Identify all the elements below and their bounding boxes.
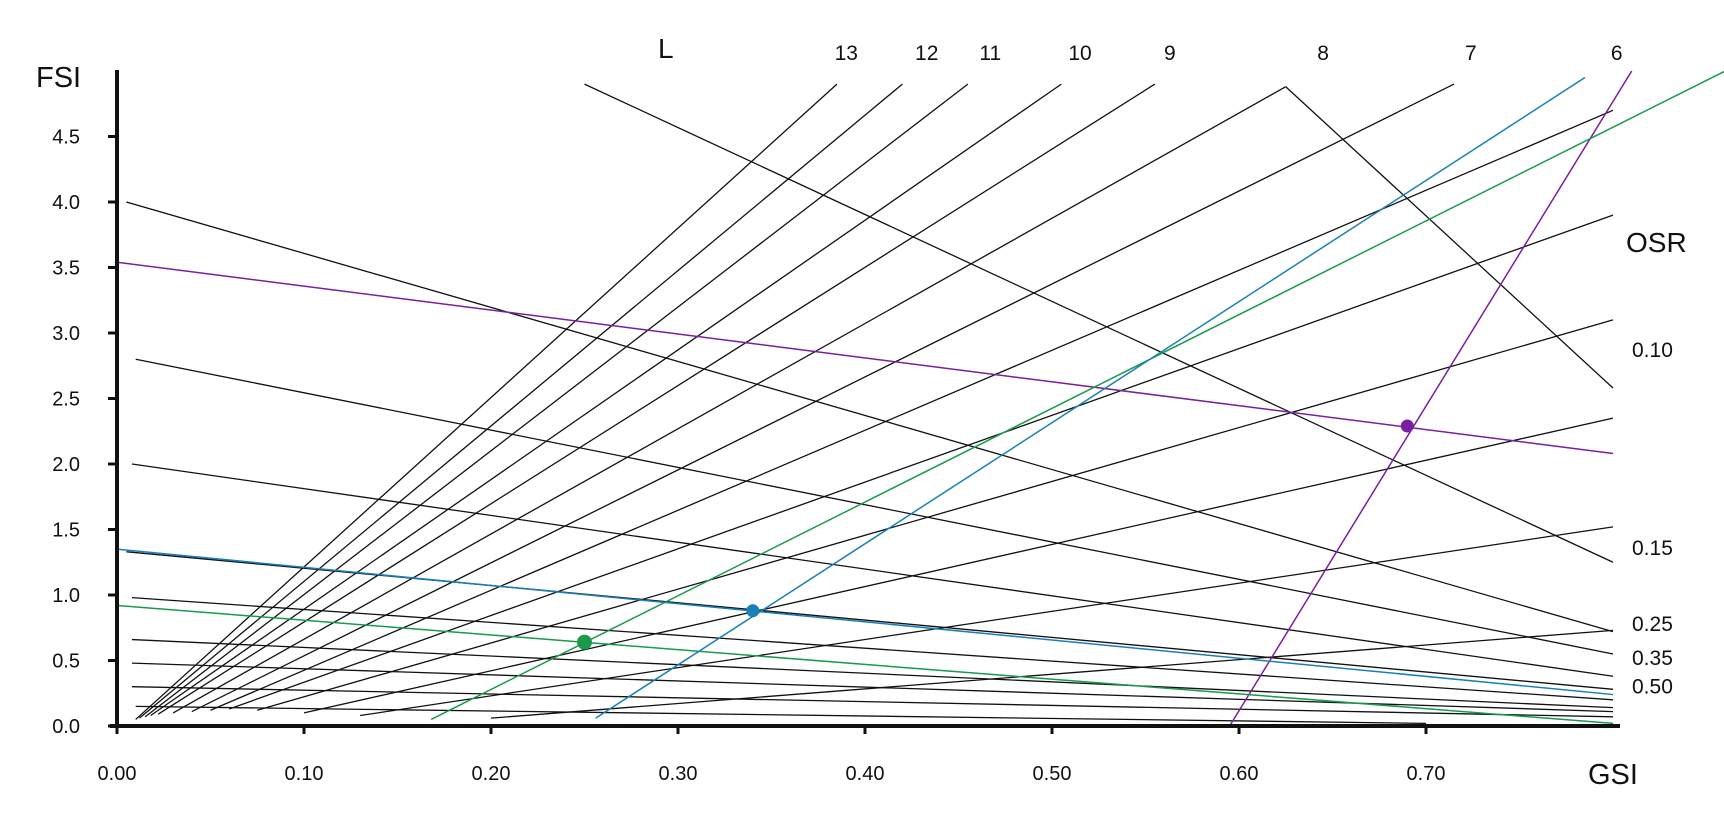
tick-layer: 0.00 0.10 0.20 0.30 0.40 0.50 0.60 0.70 0.0 0.5 1.… xyxy=(52,127,1445,786)
highlight-point-2 xyxy=(746,604,760,618)
l-label-6: 6 xyxy=(1611,42,1623,65)
y-tick-label: 1.0 xyxy=(52,585,80,607)
osr-label-0.25: 0.25 xyxy=(1632,613,1673,636)
highlight-osr-line-1 xyxy=(116,604,1614,725)
x-tick-label: 0.00 xyxy=(98,763,137,785)
highlight-point-0 xyxy=(1400,419,1414,433)
y-tick-label: 3.0 xyxy=(52,323,80,345)
x-axis-title: GSI xyxy=(1588,759,1638,791)
l-line-11 xyxy=(360,526,1614,717)
y-tick-label: 4.0 xyxy=(52,192,80,214)
l-line-11 xyxy=(144,83,969,718)
osr-label-0.10: 0.10 xyxy=(1632,339,1673,362)
highlight-osr-line-0 xyxy=(116,261,1614,455)
x-tick-label: 0.50 xyxy=(1033,763,1072,785)
point-layer xyxy=(577,419,1414,650)
l-line-9 xyxy=(157,83,1156,715)
y-tick-label: 2.5 xyxy=(52,389,80,411)
highlight-l-line-0 xyxy=(1229,70,1633,727)
osr-line-0 xyxy=(584,83,1614,563)
l-line-13 xyxy=(135,83,838,720)
osr-label-0.15: 0.15 xyxy=(1632,537,1673,560)
l-line-8 xyxy=(228,214,1614,710)
l-label-12: 12 xyxy=(915,42,938,65)
l-label-13: 13 xyxy=(835,42,858,65)
highlight-l-line-1 xyxy=(430,70,1724,721)
l-line-9 xyxy=(257,319,1614,711)
osr-line-10 xyxy=(135,705,1427,725)
y-tick-label: 1.5 xyxy=(52,520,80,542)
l-label-7: 7 xyxy=(1465,42,1477,65)
l-group-title: L xyxy=(658,33,674,64)
x-tick-label: 0.70 xyxy=(1407,763,1446,785)
l-line-12 xyxy=(139,83,903,719)
label-layer: FSI GSI L OSR 13 12 11 10 9 8 7 6 0.10 0.15 0.25 0.… xyxy=(36,33,1687,791)
l-line-8 xyxy=(172,86,1287,714)
l-line-10 xyxy=(303,417,1614,714)
l-label-8: 8 xyxy=(1317,42,1329,65)
y-tick-label: 3.5 xyxy=(52,258,80,280)
highlight-l-line-2 xyxy=(595,76,1586,719)
l-line-7 xyxy=(191,83,1455,713)
x-tick-label: 0.30 xyxy=(659,763,698,785)
osr-line-4 xyxy=(131,463,1614,677)
y-tick-label: 4.5 xyxy=(52,127,80,149)
highlight-point-1 xyxy=(577,634,592,650)
osr-line-2 xyxy=(126,201,1614,633)
l-label-10: 10 xyxy=(1068,42,1091,65)
osr-line-1 xyxy=(1285,86,1614,389)
l-line-12 xyxy=(490,629,1614,719)
osr-line-3 xyxy=(135,358,1614,655)
l-line-7 xyxy=(210,109,1614,711)
line-layer xyxy=(116,70,1724,727)
l-line-10 xyxy=(150,83,1062,717)
highlight-osr-line-2 xyxy=(116,548,1614,696)
osr-label-0.35: 0.35 xyxy=(1632,647,1673,670)
osr-label-0.50: 0.50 xyxy=(1632,676,1673,699)
y-tick-label: 2.0 xyxy=(52,454,80,476)
y-tick-label: 0.5 xyxy=(52,651,80,673)
l-label-9: 9 xyxy=(1164,42,1176,65)
osr-line-7 xyxy=(131,638,1614,709)
x-tick-label: 0.40 xyxy=(846,763,885,785)
x-tick-label: 0.10 xyxy=(285,763,324,785)
l-label-11: 11 xyxy=(979,42,1001,65)
y-axis-title: FSI xyxy=(36,62,81,94)
y-tick-label: 0.0 xyxy=(52,716,80,738)
osr-line-9 xyxy=(131,686,1614,718)
osr-line-8 xyxy=(131,662,1614,713)
osr-line-6 xyxy=(131,596,1614,701)
x-tick-label: 0.60 xyxy=(1220,763,1259,785)
axis-layer xyxy=(110,70,1620,728)
osr-group-title: OSR xyxy=(1626,227,1687,258)
x-tick-label: 0.20 xyxy=(472,763,511,785)
